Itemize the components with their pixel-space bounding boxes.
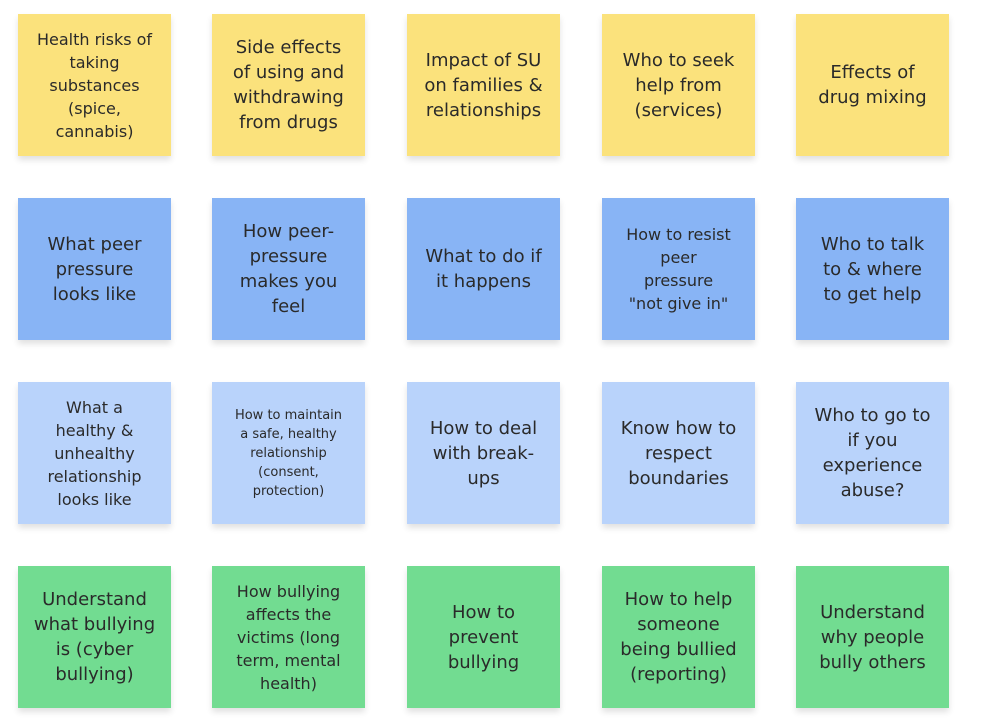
sticky-note[interactable]: What a healthy & unhealthy relationship … bbox=[18, 382, 171, 524]
sticky-note-text: Health risks of taking substances (spice… bbox=[36, 29, 153, 141]
sticky-note-text: Understand why people bully others bbox=[819, 601, 926, 673]
sticky-note[interactable]: Impact of SU on families & relationships bbox=[407, 14, 560, 156]
sticky-note-text: What peer pressure looks like bbox=[47, 233, 142, 305]
sticky-note-text: Know how to respect boundaries bbox=[620, 417, 737, 489]
sticky-note-text: Effects of drug mixing bbox=[818, 62, 927, 108]
sticky-note-text: Who to go to if you experience abuse? bbox=[814, 405, 931, 501]
sticky-note[interactable]: Side effects of using and withdrawing fr… bbox=[212, 14, 365, 156]
sticky-note[interactable]: Know how to respect boundaries bbox=[602, 382, 755, 524]
sticky-note-text: Impact of SU on families & relationships bbox=[424, 49, 543, 121]
sticky-note-text: How peer- pressure makes you feel bbox=[239, 221, 338, 317]
sticky-note[interactable]: Health risks of taking substances (spice… bbox=[18, 14, 171, 156]
sticky-note-text: Who to seek help from (services) bbox=[622, 49, 735, 121]
sticky-note-text: Understand what bullying is (cyber bully… bbox=[33, 589, 156, 685]
sticky-note[interactable]: Who to go to if you experience abuse? bbox=[796, 382, 949, 524]
sticky-note-text: How to prevent bullying bbox=[447, 601, 520, 673]
sticky-note[interactable]: How peer- pressure makes you feel bbox=[212, 198, 365, 340]
sticky-note-text: How bullying affects the victims (long t… bbox=[236, 581, 341, 693]
sticky-note[interactable]: Effects of drug mixing bbox=[796, 14, 949, 156]
sticky-note[interactable]: Understand what bullying is (cyber bully… bbox=[18, 566, 171, 708]
sticky-note[interactable]: How to prevent bullying bbox=[407, 566, 560, 708]
sticky-note-text: How to resist peer pressure "not give in… bbox=[626, 225, 731, 313]
sticky-note[interactable]: Understand why people bully others bbox=[796, 566, 949, 708]
sticky-note[interactable]: How to deal with break- ups bbox=[407, 382, 560, 524]
sticky-note[interactable]: What to do if it happens bbox=[407, 198, 560, 340]
sticky-note-text: Who to talk to & where to get help bbox=[820, 233, 925, 305]
sticky-note[interactable]: How to resist peer pressure "not give in… bbox=[602, 198, 755, 340]
sticky-note[interactable]: Who to seek help from (services) bbox=[602, 14, 755, 156]
sticky-note[interactable]: What peer pressure looks like bbox=[18, 198, 171, 340]
sticky-note[interactable]: Who to talk to & where to get help bbox=[796, 198, 949, 340]
sticky-note-text: What a healthy & unhealthy relationship … bbox=[47, 397, 142, 509]
sticky-note[interactable]: How to help someone being bullied (repor… bbox=[602, 566, 755, 708]
sticky-note-text: How to help someone being bullied (repor… bbox=[620, 589, 737, 685]
sticky-note[interactable]: How to maintain a safe, healthy relation… bbox=[212, 382, 365, 524]
sticky-note-text: How to maintain a safe, healthy relation… bbox=[234, 407, 343, 499]
sticky-note[interactable]: How bullying affects the victims (long t… bbox=[212, 566, 365, 708]
sticky-note-text: What to do if it happens bbox=[425, 246, 542, 292]
sticky-note-text: Side effects of using and withdrawing fr… bbox=[232, 37, 345, 133]
sticky-note-text: How to deal with break- ups bbox=[429, 417, 538, 489]
